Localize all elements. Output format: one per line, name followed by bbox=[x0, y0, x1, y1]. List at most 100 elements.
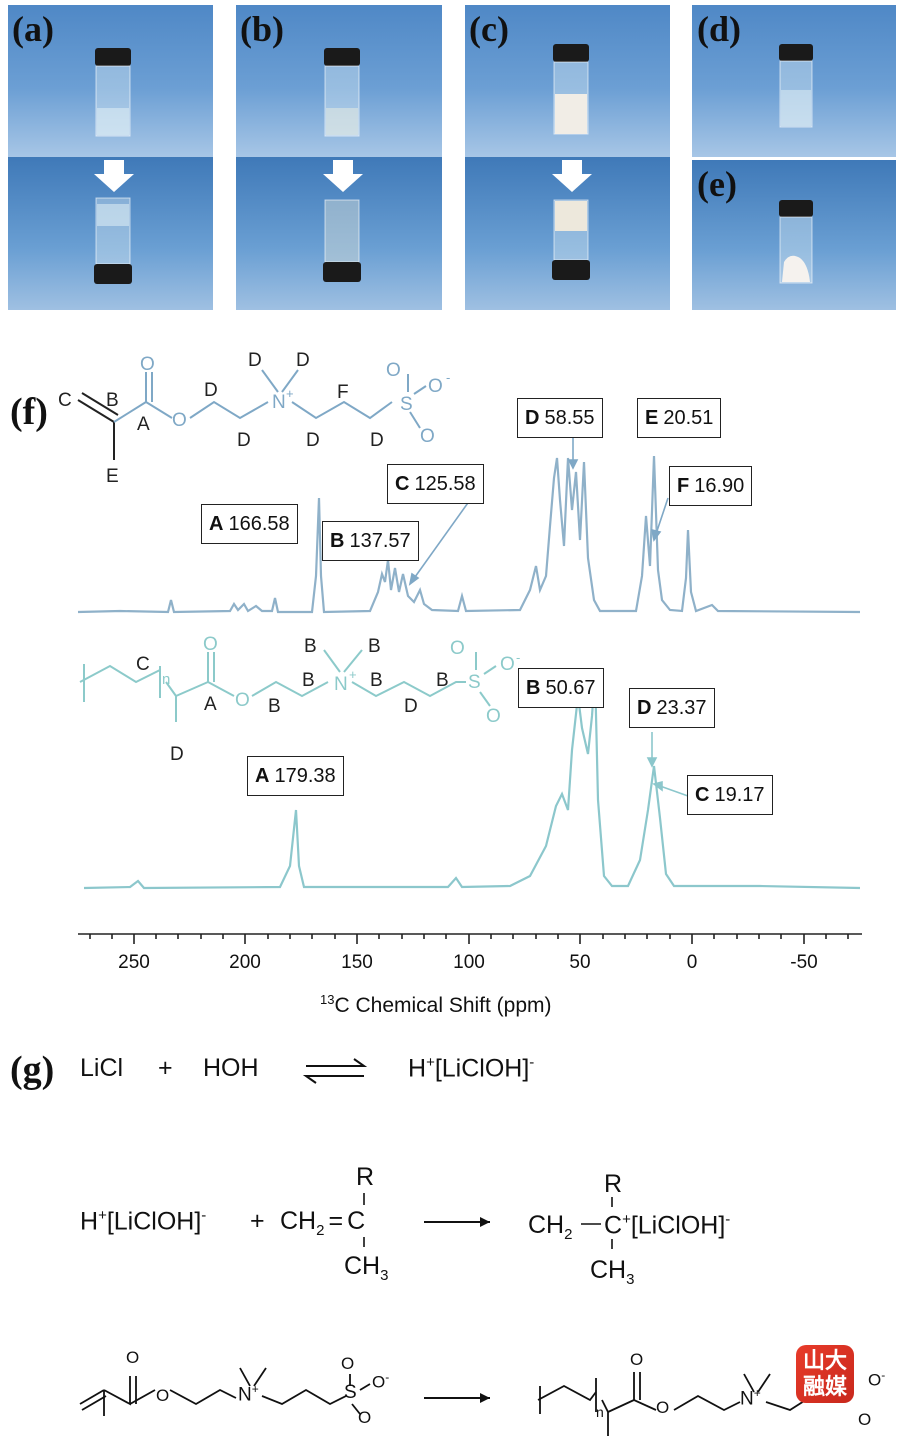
mono-N: N bbox=[272, 392, 286, 413]
eq2-plus: + bbox=[250, 1207, 265, 1235]
poly-SO-top: O bbox=[450, 638, 465, 659]
peak-pointer-arrows-bottom bbox=[646, 732, 689, 797]
poly-B2: B bbox=[302, 670, 315, 691]
vial-c-inverted bbox=[552, 199, 590, 280]
monomer-structure bbox=[77, 369, 427, 460]
poly-O-carbonyl: O bbox=[203, 634, 218, 655]
poly-D2: D bbox=[170, 744, 184, 765]
photo-e bbox=[692, 160, 896, 310]
eq3p-N: N+ bbox=[740, 1386, 761, 1410]
mono-D5: D bbox=[306, 430, 320, 451]
eq3-structures bbox=[79, 1367, 813, 1436]
eq2-alkene: CH2 = C bbox=[280, 1207, 366, 1239]
mono-SO-right: O bbox=[428, 376, 443, 397]
eq3p-O-ester: O bbox=[656, 1398, 670, 1417]
mono-D6: D bbox=[370, 430, 384, 451]
vial-b-upright bbox=[324, 48, 360, 137]
poly-S-minus: - bbox=[516, 650, 520, 665]
x-axis-label: 13C Chemical Shift (ppm) bbox=[320, 992, 552, 1017]
eq3p-O-bottom: O bbox=[858, 1410, 872, 1429]
peak-box-top-E: E 20.51 bbox=[637, 398, 722, 438]
vial-d bbox=[779, 44, 813, 128]
vial-c-upright bbox=[553, 44, 589, 135]
peak-box-top-D: D 58.55 bbox=[517, 398, 603, 438]
poly-D1: D bbox=[404, 696, 418, 717]
mono-N-plus: + bbox=[286, 386, 294, 401]
peak-box-bottom-C: C 19.17 bbox=[687, 775, 773, 815]
poly-B1: B bbox=[268, 696, 281, 717]
panel-label-c: (c) bbox=[469, 9, 509, 49]
panel-label-d: (d) bbox=[697, 9, 741, 49]
peak-box-top-C: C 125.58 bbox=[387, 464, 484, 504]
mono-F: F bbox=[337, 382, 349, 403]
mono-O-ester: O bbox=[172, 410, 187, 431]
vials-photos bbox=[94, 44, 813, 284]
poly-B4: B bbox=[368, 636, 381, 657]
poly-B3: B bbox=[304, 636, 317, 657]
eq2-bonds bbox=[363, 1193, 613, 1249]
mono-S: S bbox=[400, 394, 413, 415]
poly-C: C bbox=[136, 654, 150, 675]
poly-n: n bbox=[162, 671, 170, 688]
equilibrium-arrow-icon bbox=[302, 1058, 368, 1084]
peak-box-bottom-B: B 50.67 bbox=[518, 668, 604, 708]
tick-200: 200 bbox=[229, 952, 261, 973]
eq1-reactant-b: HOH bbox=[203, 1054, 259, 1082]
poly-N-plus: + bbox=[349, 667, 357, 682]
mono-D2: D bbox=[248, 350, 262, 371]
eq2-R: R bbox=[356, 1163, 375, 1191]
polymer-structure bbox=[79, 649, 497, 722]
mono-A: A bbox=[137, 414, 150, 435]
mono-B: B bbox=[106, 390, 119, 411]
mono-D3: D bbox=[296, 350, 310, 371]
eq3p-n: n bbox=[596, 1404, 604, 1420]
eq3p-O-carbonyl: O bbox=[630, 1350, 644, 1369]
tick-0: 0 bbox=[686, 952, 698, 973]
bottom-spectrum-line bbox=[83, 671, 861, 890]
polymer-text: C n A O O B B B B B B N + S O O O - D D bbox=[136, 634, 520, 765]
poly-SO-right: O bbox=[500, 654, 515, 675]
eq2-product-R: R bbox=[604, 1170, 623, 1198]
peak-box-top-B: B 137.57 bbox=[322, 521, 419, 561]
mono-D4: D bbox=[237, 430, 251, 451]
mono-D1: D bbox=[204, 380, 218, 401]
vial-a-inverted bbox=[94, 197, 132, 284]
logo-badge: 山大 融媒 bbox=[796, 1345, 854, 1403]
poly-S: S bbox=[468, 672, 481, 693]
eq1-product: H+[LiClOH]- bbox=[408, 1054, 535, 1083]
eq2-ch3: CH3 bbox=[344, 1252, 389, 1284]
mono-C: C bbox=[58, 390, 72, 411]
down-arrow-icons bbox=[94, 160, 592, 192]
poly-N: N bbox=[334, 674, 348, 695]
tick-neg50: -50 bbox=[790, 952, 818, 973]
tick-150: 150 bbox=[341, 952, 373, 973]
mono-E: E bbox=[106, 466, 119, 487]
photo-d bbox=[692, 5, 896, 157]
vial-e bbox=[779, 200, 813, 284]
peak-box-top-F: F 16.90 bbox=[669, 466, 753, 506]
poly-A: A bbox=[204, 694, 217, 715]
peak-box-bottom-A: A 179.38 bbox=[247, 756, 344, 796]
eq3-SO-bottom: O bbox=[358, 1408, 372, 1427]
mono-SO-top: O bbox=[386, 360, 401, 381]
poly-SO-bottom: O bbox=[486, 706, 501, 727]
poly-O-ester: O bbox=[235, 690, 250, 711]
poly-B6: B bbox=[436, 670, 449, 691]
peak-pointer-arrows bbox=[408, 438, 669, 586]
nmr-figure: C B A O O D D D D D D N + F S O O O - E … bbox=[58, 350, 862, 944]
eq3-O-ester: O bbox=[156, 1386, 170, 1405]
eq3-N: N+ bbox=[238, 1382, 259, 1406]
eq3-SO-right: O- bbox=[372, 1370, 390, 1392]
tick-250: 250 bbox=[118, 952, 150, 973]
eq3-O-carbonyl: O bbox=[126, 1348, 140, 1367]
vial-a-upright bbox=[95, 48, 131, 137]
tick-50: 50 bbox=[569, 952, 591, 973]
panel-label-b: (b) bbox=[240, 9, 284, 49]
eq3p-O-right: O- bbox=[868, 1368, 886, 1390]
peak-box-top-A: A 166.58 bbox=[201, 504, 298, 544]
eq2-reactant-a: H+[LiClOH]- bbox=[80, 1207, 207, 1236]
panel-label-g: (g) bbox=[10, 1049, 55, 1091]
vial-b-inverted bbox=[323, 199, 361, 282]
eq2-product-ch2: CH2 bbox=[528, 1211, 573, 1243]
poly-B5: B bbox=[370, 670, 383, 691]
